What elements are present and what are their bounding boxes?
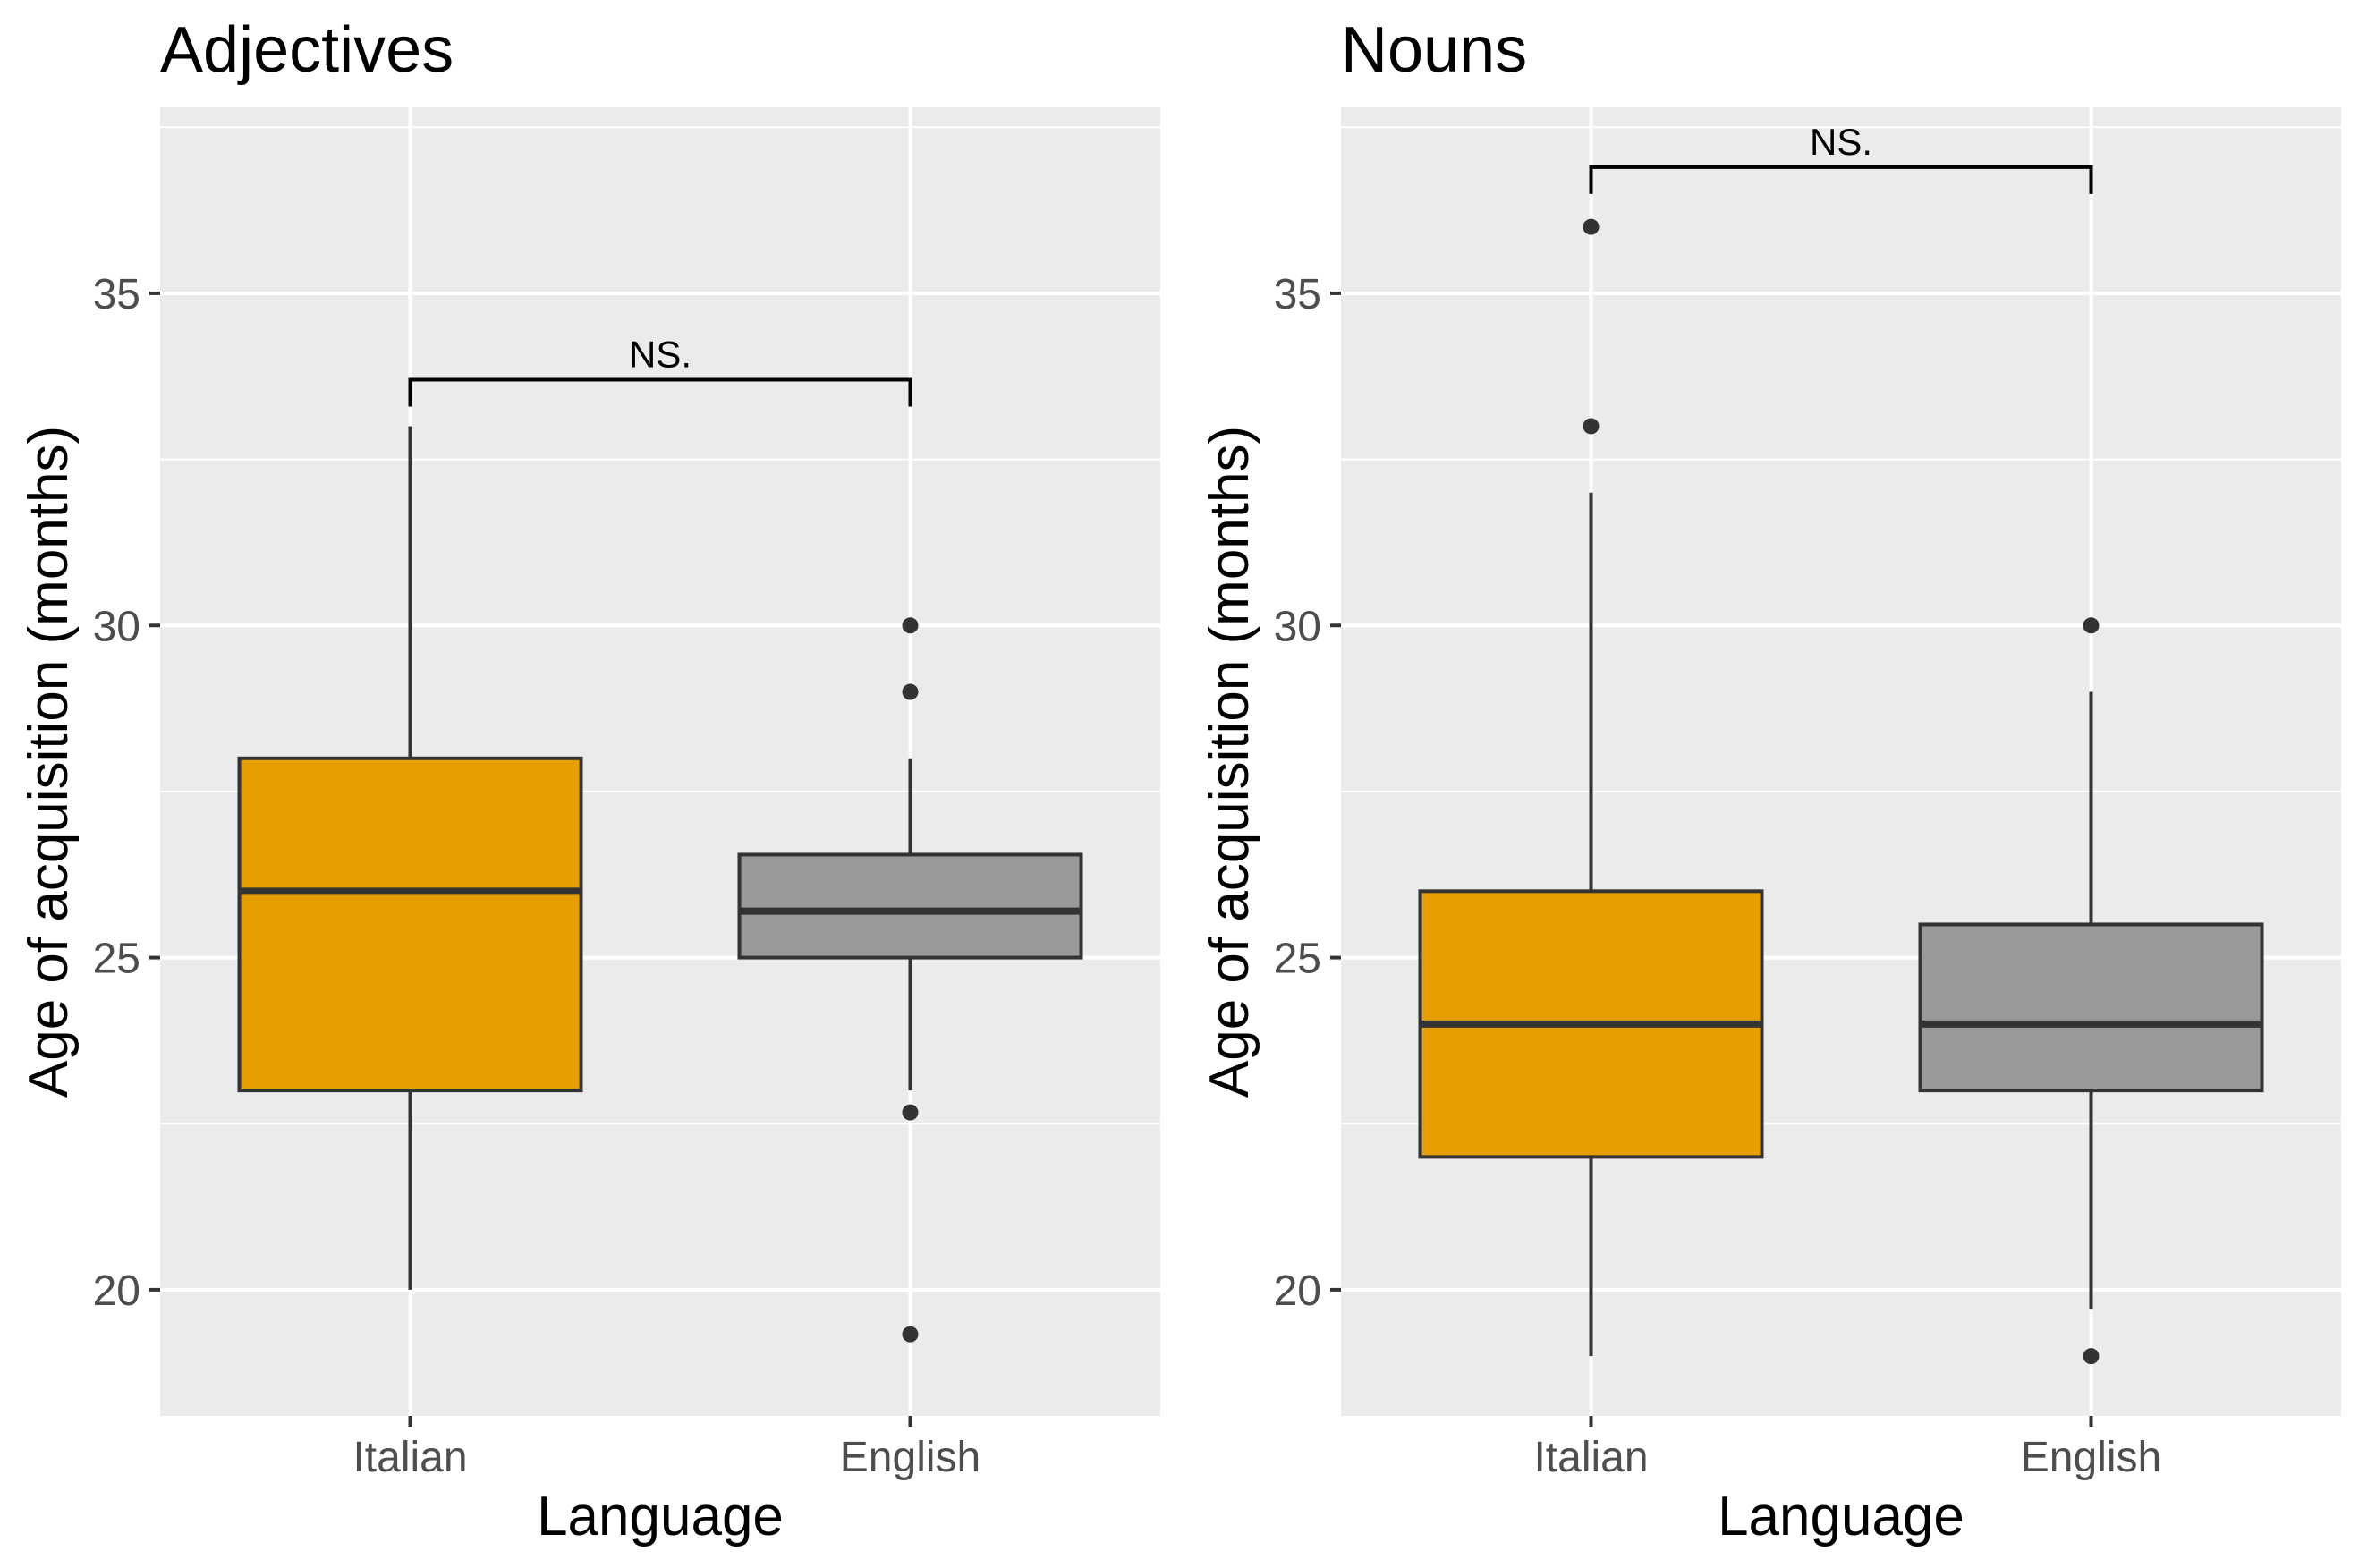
y-axis-title: Age of acquisition (months) [18,426,80,1098]
box-english [1918,617,2264,1365]
significance-label: NS. [629,333,692,375]
outlier-point [902,1104,919,1121]
y-tick-label: 20 [1274,1267,1321,1315]
box-iqr [1918,922,2264,1093]
outlier-point [902,683,919,700]
box-iqr [237,756,583,1093]
outlier-point [1583,418,1600,435]
panel-1: NS. 20 25 30 35 Italian English Language Age of … [1199,14,2341,1547]
significance-label: NS. [1810,121,1872,163]
significance-bracket: NS. [408,333,912,407]
panel-title: Nouns [1341,14,1527,86]
box-iqr [737,852,1083,960]
x-axis-title: Language [537,1486,784,1547]
y-tick-label: 25 [1274,936,1321,983]
x-tick-label: Italian [352,1434,467,1481]
panel-0: NS. 20 25 30 35 Italian English Language Age of … [18,14,1160,1547]
box-italian [237,426,583,1290]
y-tick-label: 20 [93,1267,140,1315]
y-axis-title: Age of acquisition (months) [1199,426,1260,1098]
outlier-point [1583,218,1600,235]
outlier-point [902,617,919,634]
y-tick-label: 25 [93,936,140,983]
panel-background [1341,107,2341,1416]
bracket-line [1589,165,2093,194]
x-axis-title: Language [1718,1486,1964,1547]
y-tick-label: 35 [1274,271,1321,318]
y-tick-label: 35 [93,271,140,318]
box-english [737,617,1083,1343]
y-tick-label: 30 [1274,603,1321,650]
x-tick-label: English [2021,1434,2161,1481]
outlier-point [2083,1348,2100,1365]
x-tick-label: Italian [1533,1434,1648,1481]
bracket-line [408,377,912,407]
significance-bracket: NS. [1589,121,2093,194]
outlier-point [2083,617,2100,634]
panel-title: Adjectives [160,14,454,86]
outlier-point [902,1326,919,1343]
y-tick-label: 30 [93,603,140,650]
box-italian [1418,218,1764,1357]
x-tick-label: English [840,1434,980,1481]
